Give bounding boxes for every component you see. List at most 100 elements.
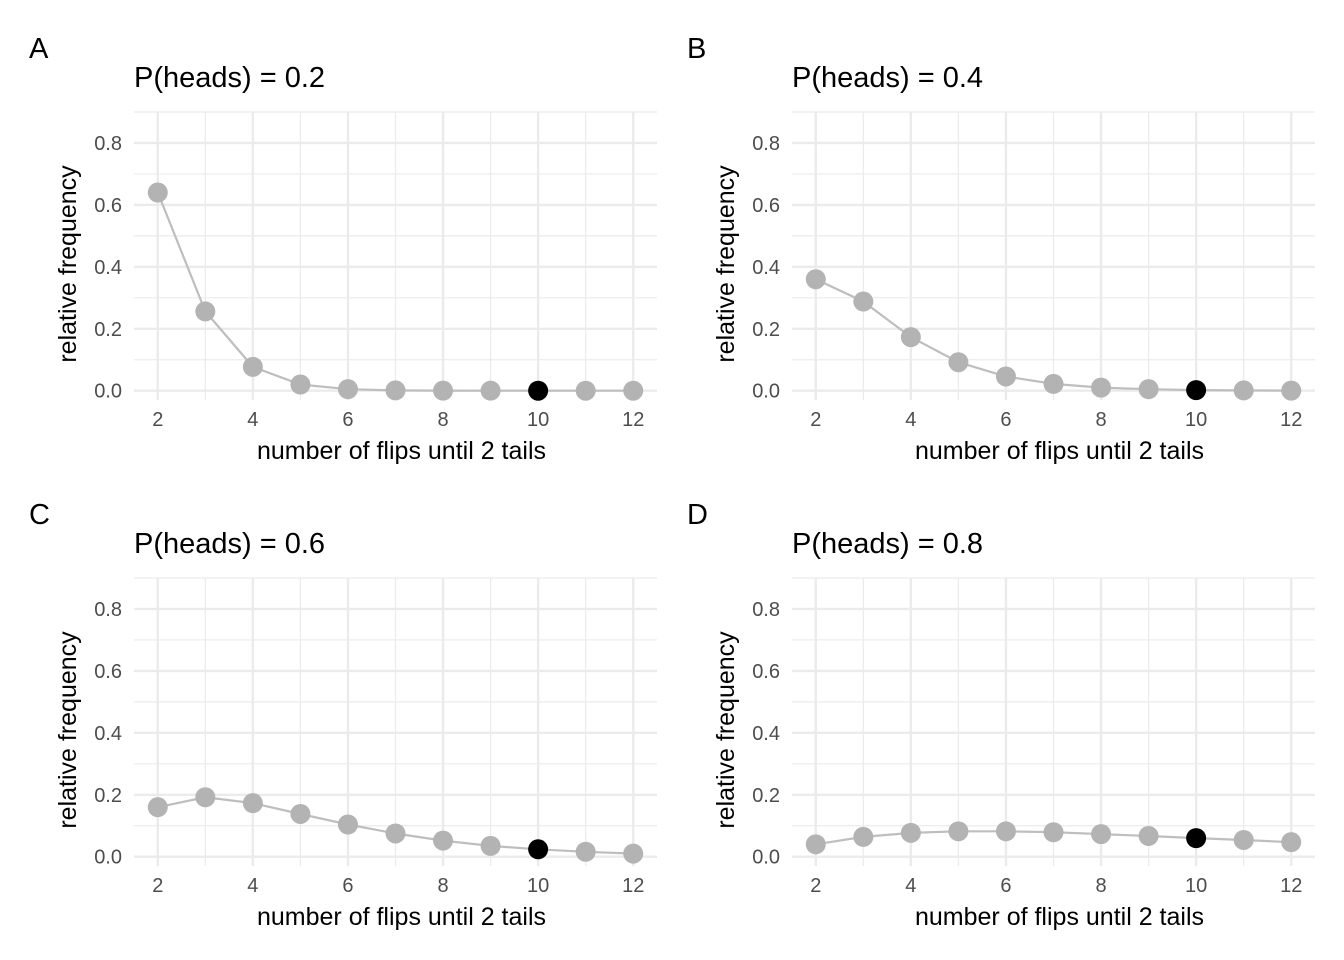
x-tick-label: 8 [1095,409,1106,431]
data-point [900,327,921,348]
x-axis-label: number of flips until 2 tails [915,437,1204,465]
y-tick-label: 0.4 [752,257,780,279]
data-point [853,291,874,312]
data-point [433,830,454,851]
panel-d: 0.0 0.2 0.4 0.6 0.8 2 4 6 8 10 12 D P(heads) = 0.8 nu… [687,499,1315,931]
panel-c: 0.0 0.2 0.4 0.6 0.8 2 4 6 8 10 12 C P(heads) = 0.6 nu… [29,499,657,931]
y-tick-label: 0.2 [94,785,122,807]
highlight-point [1186,828,1207,849]
x-tick-label: 10 [1185,875,1207,897]
x-tick-label: 6 [1000,875,1011,897]
data-point [195,787,216,808]
data-point [1281,832,1302,853]
panel-tag: C [29,499,50,531]
x-axis-label: number of flips until 2 tails [915,903,1204,931]
data-point [1091,377,1112,398]
panel-tag: B [687,33,706,65]
data-point [1233,829,1254,850]
y-tick-label: 0.0 [752,381,780,403]
data-point [337,379,358,400]
data-point [948,821,969,842]
x-tick-label: 4 [905,875,916,897]
data-point [147,182,168,203]
x-tick-label: 2 [810,409,821,431]
panel-title: P(heads) = 0.8 [792,528,983,560]
data-point [337,814,358,835]
data-point [290,374,311,395]
data-point [805,834,826,855]
y-tick-label: 0.8 [94,599,122,621]
data-point [900,822,921,843]
y-tick-label: 0.2 [752,319,780,341]
data-point [1138,825,1159,846]
y-tick-label: 0.0 [94,847,122,869]
y-tick-label: 0.6 [94,661,122,683]
data-point [290,803,311,824]
y-tick-label: 0.0 [94,381,122,403]
data-point [575,380,596,401]
x-tick-label: 8 [437,875,448,897]
x-tick-label: 10 [1185,409,1207,431]
data-point [805,269,826,290]
x-tick-label: 8 [437,409,448,431]
data-point [433,380,454,401]
x-tick-label: 2 [152,409,163,431]
x-tick-label: 4 [247,875,258,897]
data-point [1043,373,1064,394]
data-point [147,797,168,818]
data-point [1233,380,1254,401]
y-axis-label: relative frequency [712,631,740,829]
y-tick-label: 0.4 [94,257,122,279]
data-point [948,352,969,373]
y-tick-label: 0.6 [752,195,780,217]
highlight-point [528,839,549,860]
x-tick-label: 4 [905,409,916,431]
data-point [480,835,501,856]
data-point [623,843,644,864]
x-tick-label: 2 [810,875,821,897]
panel-b: 0.0 0.2 0.4 0.6 0.8 2 4 6 8 10 12 B P(heads) = 0.4 nu… [687,33,1315,465]
panel-title: P(heads) = 0.6 [134,528,325,560]
x-tick-label: 8 [1095,875,1106,897]
y-tick-label: 0.2 [752,785,780,807]
x-axis-label: number of flips until 2 tails [257,437,546,465]
y-tick-label: 0.4 [752,723,780,745]
x-tick-label: 10 [527,875,549,897]
data-point [385,823,406,844]
x-tick-label: 6 [342,875,353,897]
data-point [1281,380,1302,401]
panel-a: 0.0 0.2 0.4 0.6 0.8 2 4 6 8 10 12 A P(heads) = 0.2 nu… [29,33,657,465]
data-point [1138,379,1159,400]
data-point [1091,824,1112,845]
data-point [623,380,644,401]
y-tick-label: 0.2 [94,319,122,341]
x-tick-label: 4 [247,409,258,431]
panel-tag: A [29,33,49,65]
y-axis-label: relative frequency [54,165,82,363]
x-tick-label: 6 [342,409,353,431]
x-tick-label: 12 [1280,409,1302,431]
x-tick-label: 6 [1000,409,1011,431]
x-tick-label: 12 [622,409,644,431]
panel-title: P(heads) = 0.2 [134,62,325,94]
y-tick-label: 0.0 [752,847,780,869]
y-axis-label: relative frequency [54,631,82,829]
data-point [575,841,596,862]
data-point [995,821,1016,842]
x-axis-label: number of flips until 2 tails [257,903,546,931]
x-tick-label: 12 [1280,875,1302,897]
data-point [242,356,263,377]
y-tick-label: 0.8 [752,133,780,155]
x-tick-label: 2 [152,875,163,897]
y-axis-label: relative frequency [712,165,740,363]
data-point [1043,822,1064,843]
panel-tag: D [687,499,708,531]
data-point [995,366,1016,387]
x-tick-label: 12 [622,875,644,897]
y-tick-label: 0.8 [752,599,780,621]
data-point [385,380,406,401]
data-point [480,380,501,401]
y-tick-label: 0.4 [94,723,122,745]
data-point [242,793,263,814]
